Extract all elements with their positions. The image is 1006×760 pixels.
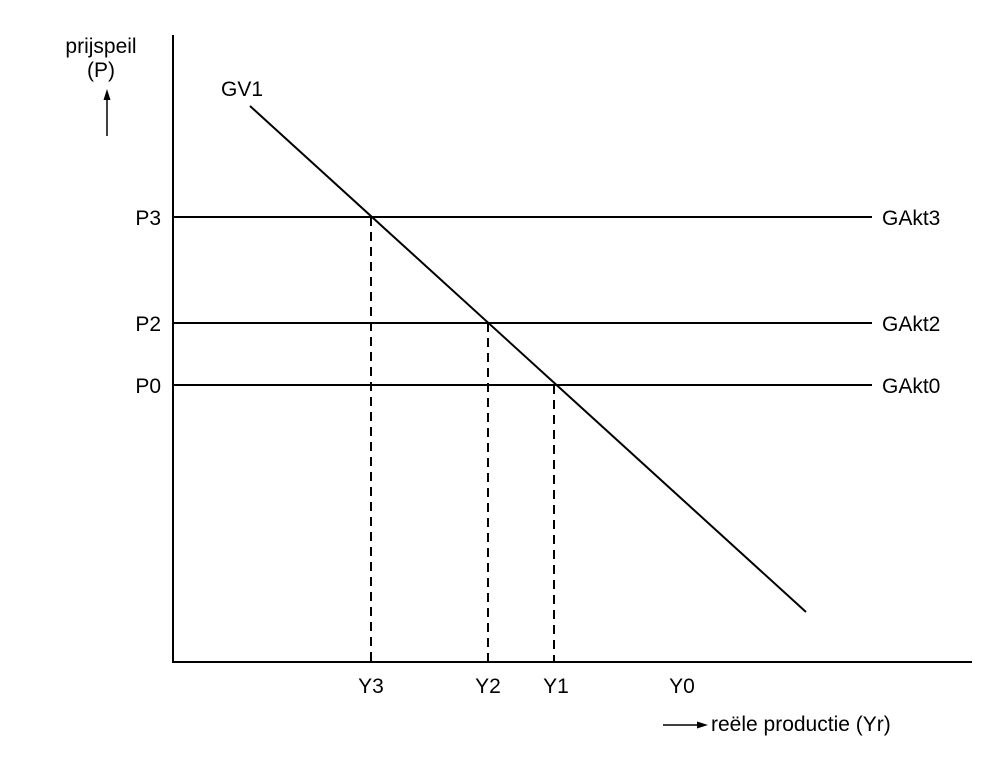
x-axis-label: reële productie (Yr) bbox=[711, 713, 891, 736]
y2-label: Y2 bbox=[475, 675, 501, 698]
p2-label: P2 bbox=[135, 313, 161, 336]
gakt0-label: GAkt0 bbox=[882, 375, 940, 398]
y1-label: Y1 bbox=[543, 675, 569, 698]
y-axis-label-line2: (P) bbox=[87, 59, 115, 82]
gakt2-label: GAkt2 bbox=[882, 313, 940, 336]
gv1-line bbox=[249, 105, 807, 613]
p3-label: P3 bbox=[135, 207, 161, 230]
p0-label: P0 bbox=[135, 375, 161, 398]
gakt3-label: GAkt3 bbox=[882, 207, 940, 230]
y-axis-arrow-icon bbox=[103, 89, 111, 136]
y0-label: Y0 bbox=[669, 675, 695, 698]
x-axis-arrow-icon bbox=[663, 721, 708, 729]
gv1-label: GV1 bbox=[221, 78, 263, 101]
y-axis-label-line1: prijspeil bbox=[65, 35, 136, 58]
y3-label: Y3 bbox=[358, 675, 384, 698]
